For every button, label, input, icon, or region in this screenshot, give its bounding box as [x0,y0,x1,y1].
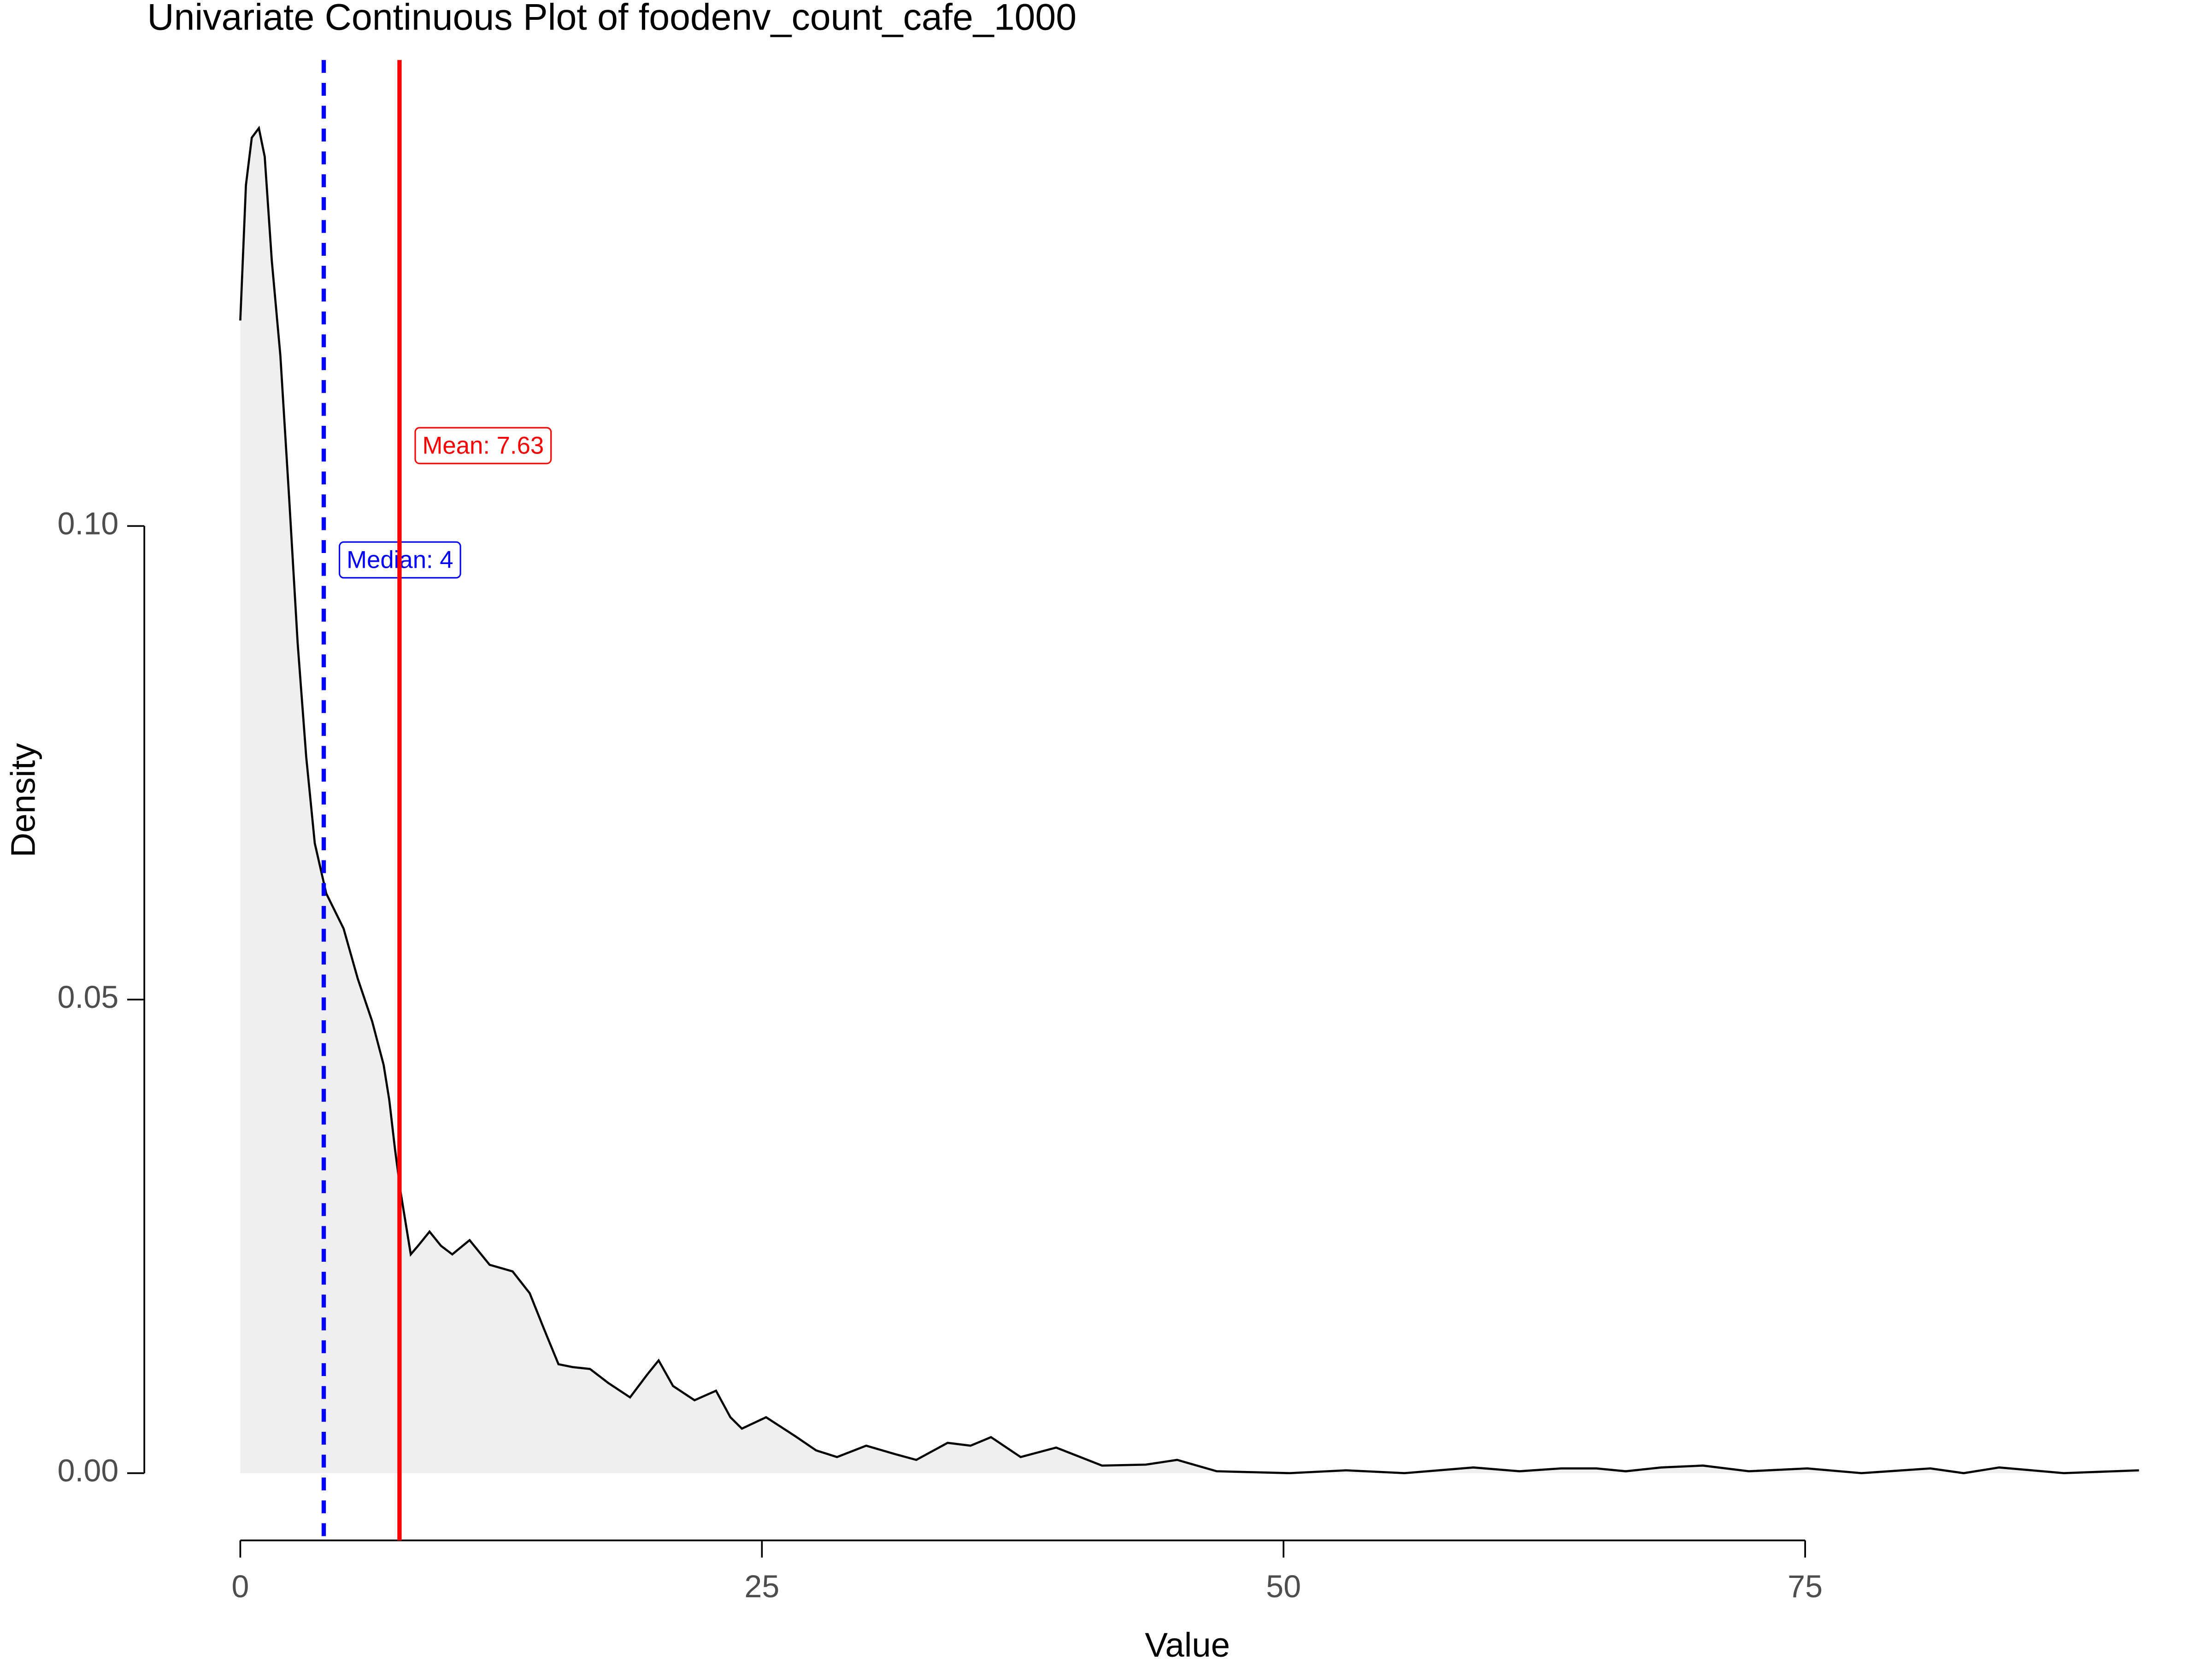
reference-label: Mean: 7.63 [414,427,552,465]
y-tick-label: 0.05 [58,980,119,1015]
x-axis-title: Value [1145,1626,1230,1659]
x-tick-label: 0 [231,1569,249,1604]
density-line [239,125,2139,1475]
y-axis-title: Density [4,743,42,858]
y-tick-label: 0.00 [58,1453,119,1488]
reference-label-text: Mean: 7.63 [423,432,544,459]
x-tick-label: 25 [744,1569,779,1604]
density-area [240,128,2139,1473]
y-tick-label: 0.10 [58,506,119,541]
label-box [414,427,552,465]
chart-title: Univariate Continuous Plot of foodenv_co… [147,0,1077,38]
x-tick-label: 50 [1266,1569,1301,1604]
x-tick-label: 75 [1788,1569,1823,1604]
